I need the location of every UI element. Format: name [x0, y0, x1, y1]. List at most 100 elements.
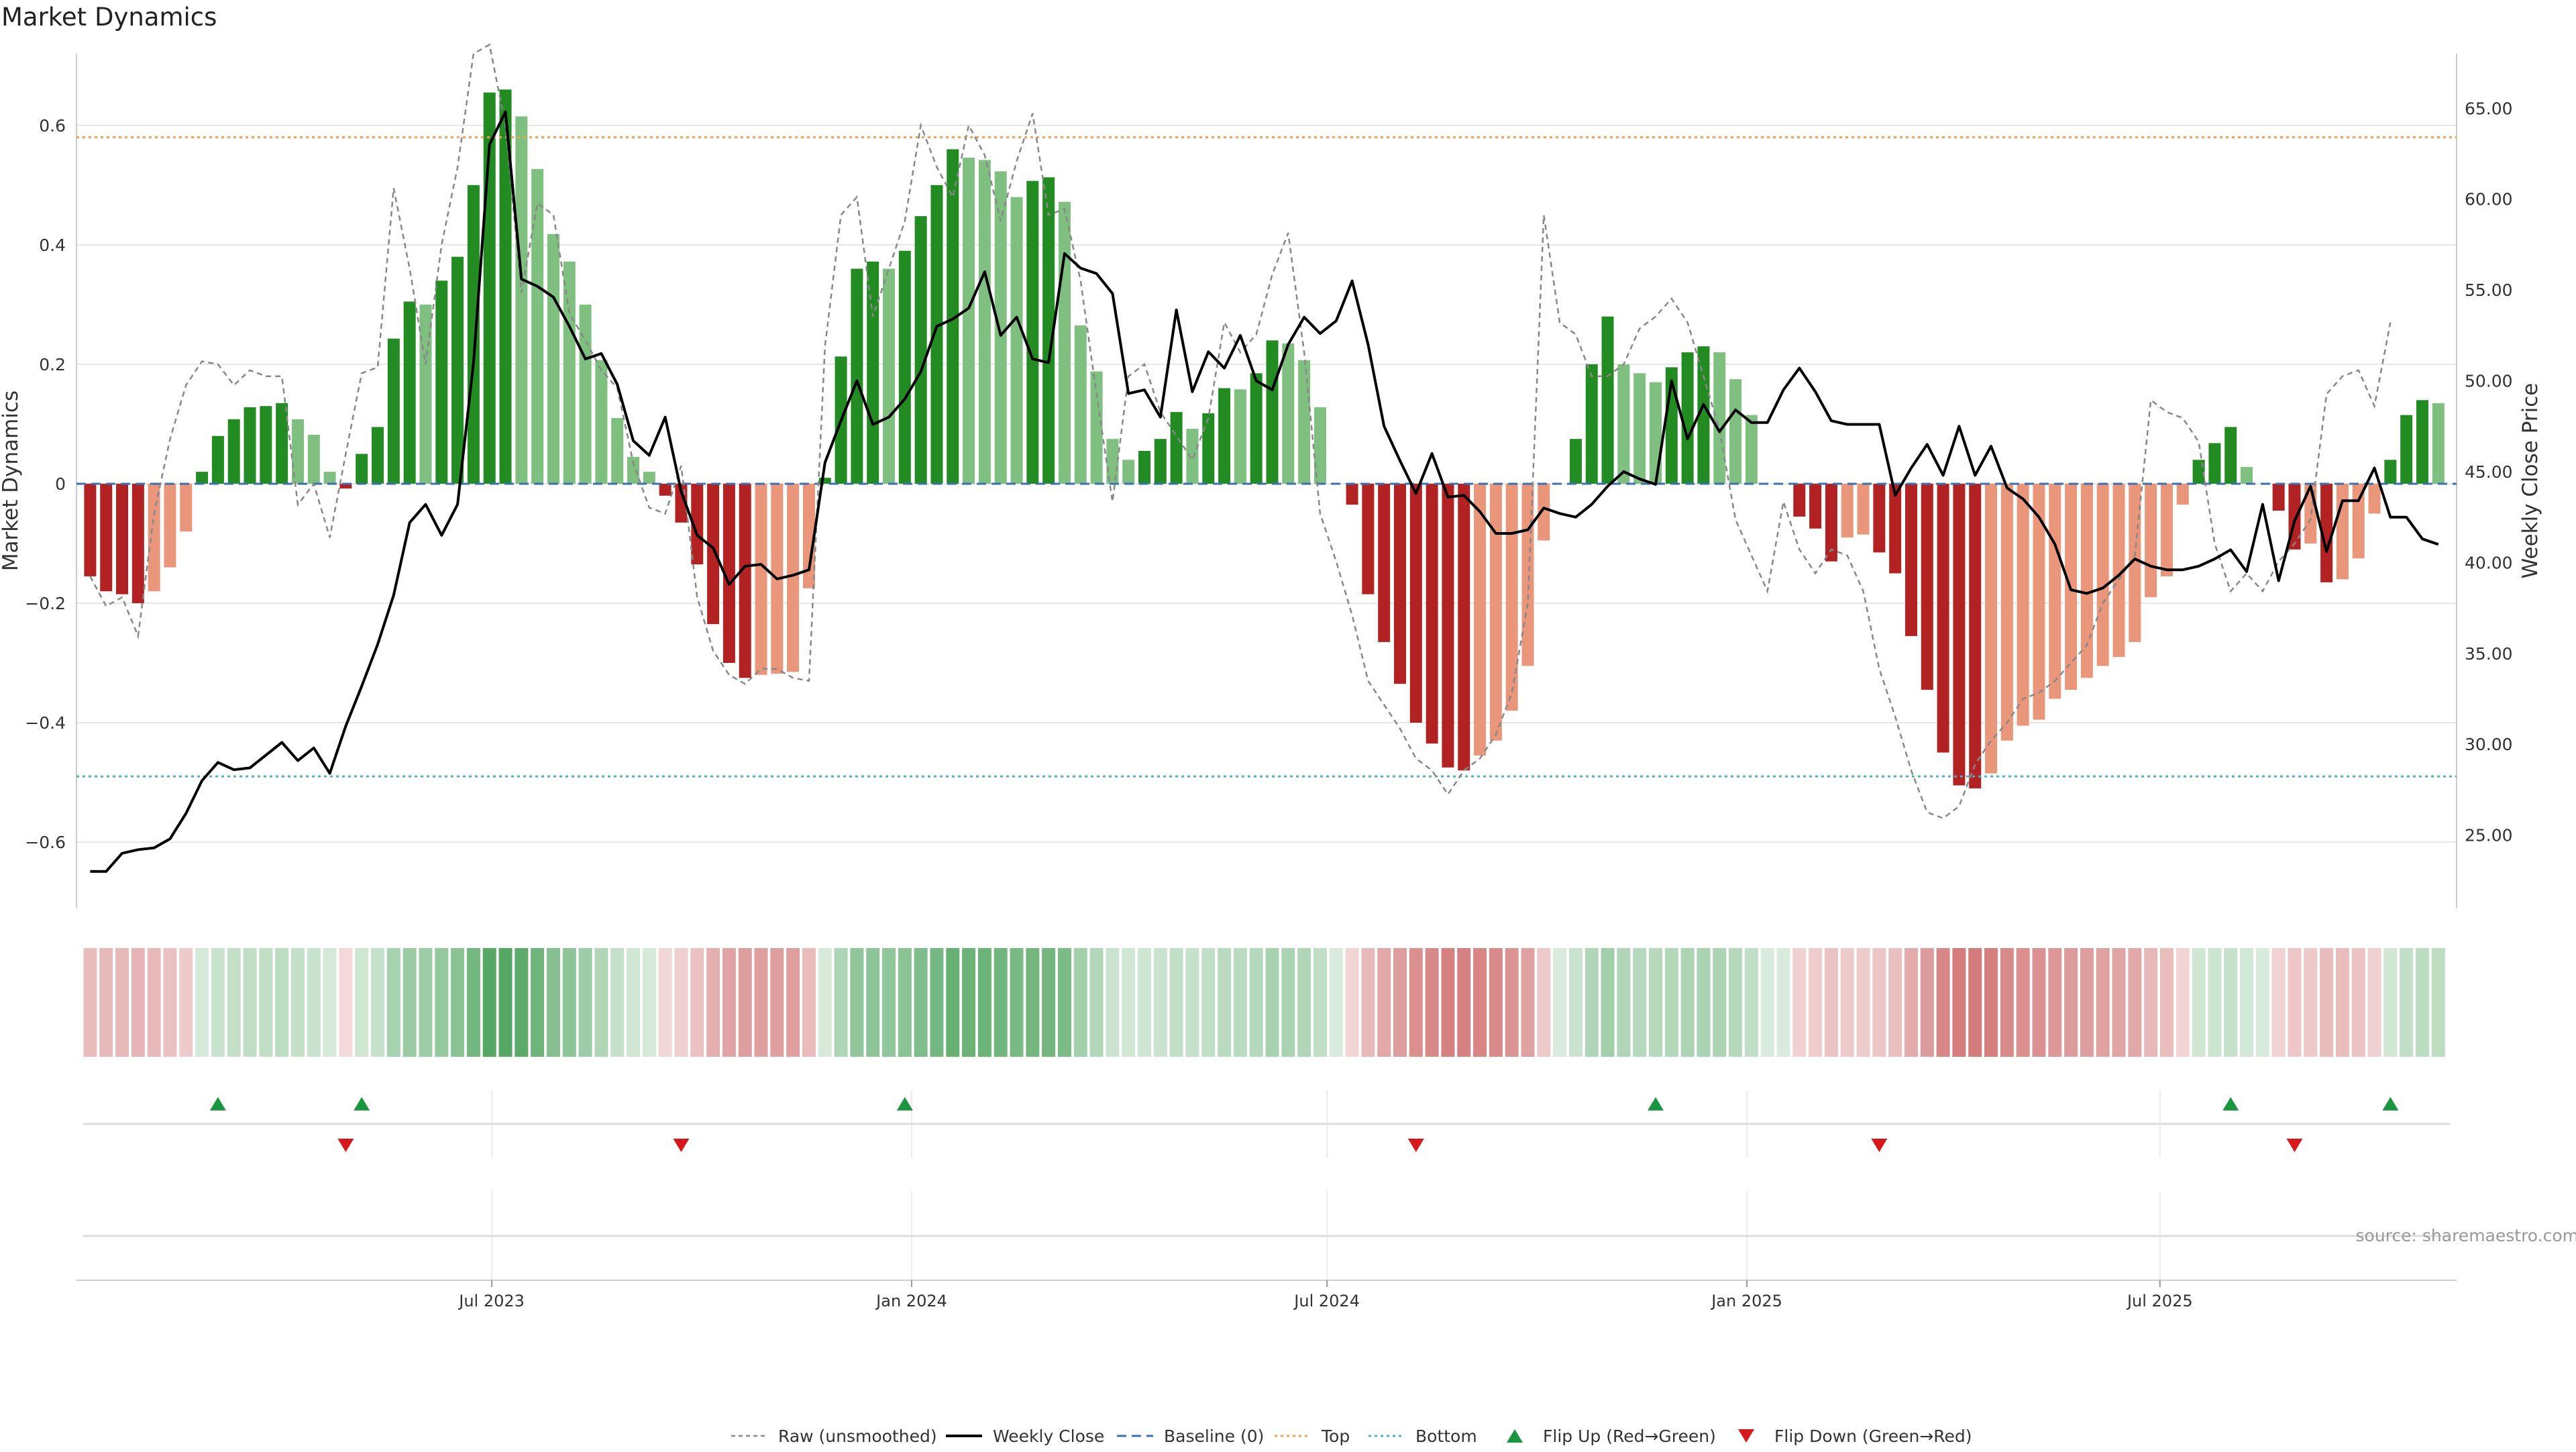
- strip-cell: [2368, 948, 2381, 1057]
- strip-cell: [2160, 948, 2174, 1057]
- market-dynamics-bar: [851, 268, 863, 483]
- strip-cell: [1074, 948, 1087, 1057]
- strip-cell: [1857, 948, 1870, 1057]
- legend-label: Weekly Close: [993, 1427, 1104, 1446]
- strip-cell: [2224, 948, 2237, 1057]
- strip-cell: [2032, 948, 2045, 1057]
- market-dynamics-bar: [1394, 484, 1406, 684]
- strip-cell: [323, 948, 337, 1057]
- y-right-tick-label: 55.00: [2465, 280, 2513, 300]
- strip-cell: [435, 948, 448, 1057]
- y-left-tick-label: 0: [55, 474, 66, 494]
- market-dynamics-bar: [595, 360, 607, 484]
- market-dynamics-bar: [404, 301, 416, 484]
- strip-cell: [1888, 948, 1902, 1057]
- market-dynamics-bar: [1746, 415, 1758, 484]
- market-dynamics-bar: [308, 435, 320, 484]
- market-dynamics-bar: [1921, 484, 1933, 690]
- market-dynamics-bar: [228, 419, 240, 484]
- strip-cell: [2304, 948, 2317, 1057]
- strip-cell: [674, 948, 688, 1057]
- market-dynamics-bar: [2017, 484, 2029, 726]
- market-dynamics-bar: [659, 484, 672, 496]
- strip-cell: [1569, 948, 1582, 1057]
- strip-cell: [850, 948, 863, 1057]
- market-dynamics-bar: [212, 436, 224, 484]
- strip-cell: [2288, 948, 2301, 1057]
- strip-cell: [403, 948, 417, 1057]
- strip-cell: [1649, 948, 1662, 1057]
- strip-cell: [770, 948, 784, 1057]
- strip-cell: [2144, 948, 2157, 1057]
- strip-cell: [739, 948, 752, 1057]
- market-dynamics-bar: [1267, 340, 1279, 484]
- market-dynamics-bar: [1905, 484, 1917, 636]
- legend-label: Bottom: [1415, 1427, 1477, 1446]
- strip-cell: [307, 948, 321, 1057]
- strip-cell: [818, 948, 832, 1057]
- market-dynamics-bar: [388, 339, 400, 484]
- strip-cell: [1872, 948, 1886, 1057]
- strip-cell: [499, 948, 513, 1057]
- strip-cell: [1377, 948, 1391, 1057]
- strip-cell: [1042, 948, 1055, 1057]
- strip-cell: [2256, 948, 2269, 1057]
- strip-cell: [2400, 948, 2413, 1057]
- market-dynamics-bar: [451, 257, 464, 484]
- strip-cell: [978, 948, 991, 1057]
- market-dynamics-bar: [2049, 484, 2061, 698]
- strip-cell: [259, 948, 272, 1057]
- market-dynamics-bar: [1474, 484, 1486, 756]
- market-dynamics-bar: [324, 472, 336, 484]
- strip-cell: [211, 948, 225, 1057]
- market-dynamics-bar: [531, 169, 543, 484]
- market-dynamics-bar: [148, 484, 160, 591]
- market-dynamics-bar: [1282, 344, 1294, 484]
- market-dynamics-bar: [2400, 415, 2412, 484]
- market-dynamics-bar: [1250, 373, 1263, 484]
- strip-cell: [994, 948, 1008, 1057]
- strip-cell: [2048, 948, 2061, 1057]
- market-dynamics-bar: [1075, 325, 1087, 484]
- strip-cell: [2064, 948, 2078, 1057]
- market-dynamics-bar: [1602, 317, 1614, 484]
- market-dynamics-bar: [2177, 484, 2189, 505]
- strip-cell: [1266, 948, 1279, 1057]
- y-right-tick-label: 25.00: [2465, 826, 2513, 845]
- strip-cell: [706, 948, 720, 1057]
- strip-cell: [1058, 948, 1071, 1057]
- strip-cell: [1984, 948, 1998, 1057]
- y-left-axis-label: Market Dynamics: [0, 391, 23, 571]
- strip-cell: [898, 948, 912, 1057]
- market-dynamics-bar: [1458, 484, 1470, 770]
- strip-cell: [1297, 948, 1311, 1057]
- y-left-tick-label: −0.4: [25, 713, 66, 733]
- strip-cell: [339, 948, 352, 1057]
- market-dynamics-bar: [2337, 484, 2349, 579]
- strip-cell: [627, 948, 640, 1057]
- strip-cell: [275, 948, 288, 1057]
- y-right-tick-label: 60.00: [2465, 190, 2513, 209]
- strip-cell: [802, 948, 816, 1057]
- x-tick-label: Jan 2024: [875, 1292, 947, 1310]
- market-dynamics-bar: [2208, 443, 2220, 484]
- y-right-tick-label: 35.00: [2465, 644, 2513, 664]
- strip-cell: [1106, 948, 1119, 1057]
- y-left-tick-label: 0.4: [39, 236, 66, 255]
- strip-cell: [1201, 948, 1215, 1057]
- y-right-tick-label: 30.00: [2465, 735, 2513, 754]
- strip-cell: [1138, 948, 1151, 1057]
- flip-up-marker: [2222, 1097, 2239, 1110]
- strip-cell: [1921, 948, 1934, 1057]
- strip-cell: [531, 948, 544, 1057]
- legend-item: Flip Up (Red→Green): [1507, 1427, 1716, 1446]
- market-dynamics-bar: [787, 484, 799, 672]
- legend-swatch-flip-up: [1507, 1429, 1523, 1443]
- strip-cell: [1393, 948, 1407, 1057]
- strip-cell: [1952, 948, 1966, 1057]
- market-dynamics-bar: [2081, 484, 2093, 678]
- strip-cell: [2336, 948, 2349, 1057]
- strip-cell: [1505, 948, 1519, 1057]
- strip-cell: [1537, 948, 1550, 1057]
- strip-cell: [1090, 948, 1104, 1057]
